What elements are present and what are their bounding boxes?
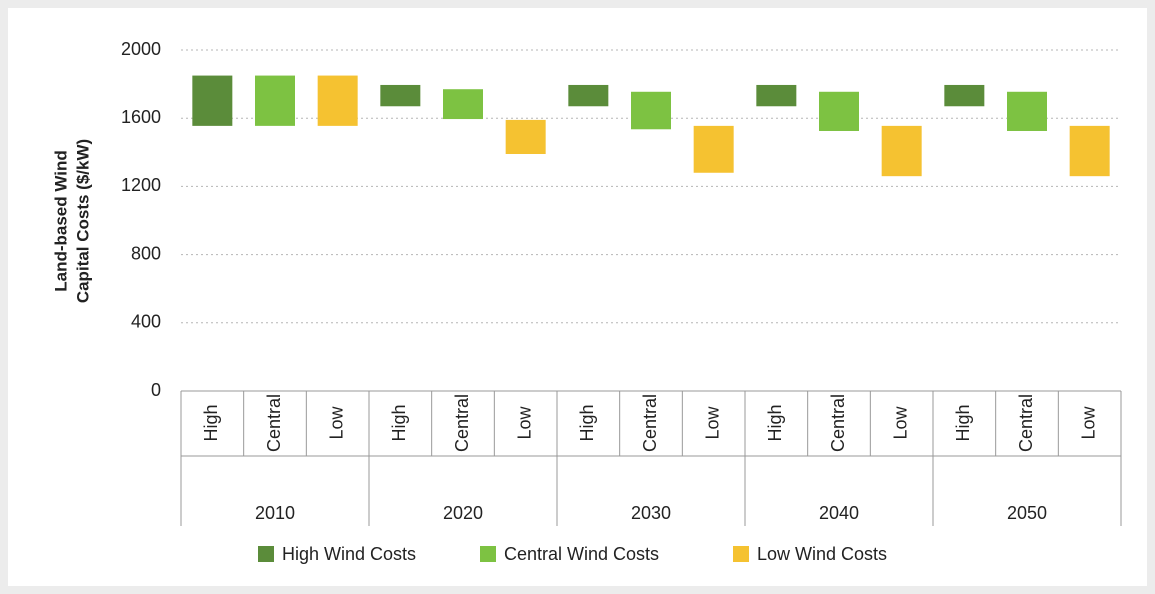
group-label: 2010 — [255, 503, 295, 523]
subcategory-label: Central — [640, 394, 660, 452]
range-bar — [1007, 91, 1047, 131]
subcategory-label: High — [765, 404, 785, 441]
group-label: 2030 — [631, 503, 671, 523]
group-label: 2040 — [819, 503, 859, 523]
legend-label: Central Wind Costs — [504, 544, 659, 564]
range-bar — [568, 84, 609, 107]
y-axis-title-line: Land-based Wind — [51, 150, 70, 292]
subcategory-label: High — [201, 404, 221, 441]
range-bar — [192, 75, 233, 126]
subcategory-label: High — [389, 404, 409, 441]
y-tick-label: 400 — [131, 312, 161, 332]
range-bar — [1069, 125, 1110, 177]
y-tick-label: 2000 — [121, 39, 161, 59]
range-bar — [380, 84, 421, 107]
subcategory-label: Low — [702, 405, 722, 439]
range-bar — [505, 119, 546, 155]
legend-swatch — [480, 546, 496, 562]
range-bar — [756, 84, 797, 107]
subcategory-label: Low — [514, 405, 534, 439]
y-axis-title: Land-based Wind Capital Costs ($/kW) — [51, 139, 92, 303]
y-tick-label: 1200 — [121, 175, 161, 195]
range-bar — [944, 84, 985, 107]
legend-swatch — [733, 546, 749, 562]
range-bar — [255, 75, 295, 126]
group-label: 2020 — [443, 503, 483, 523]
group-label: 2050 — [1007, 503, 1047, 523]
range-bar — [443, 89, 483, 120]
subcategory-label: Central — [828, 394, 848, 452]
range-bar — [693, 125, 734, 173]
legend-label: High Wind Costs — [282, 544, 416, 564]
subcategory-label: Low — [326, 405, 346, 439]
subcategory-label: Low — [890, 405, 910, 439]
range-bar — [881, 125, 922, 177]
subcategory-label: Central — [452, 394, 472, 452]
range-bar — [631, 91, 671, 130]
subcategory-label: Low — [1078, 405, 1098, 439]
subcategory-label: Central — [264, 394, 284, 452]
range-bar — [317, 75, 358, 126]
range-bar — [819, 91, 859, 131]
subcategory-label: High — [953, 404, 973, 441]
y-axis-title-line: Capital Costs ($/kW) — [73, 139, 92, 303]
y-tick-label: 1600 — [121, 107, 161, 127]
subcategory-label: Central — [1016, 394, 1036, 452]
legend-swatch — [258, 546, 274, 562]
y-tick-label: 0 — [151, 380, 161, 400]
y-tick-label: 800 — [131, 243, 161, 263]
subcategory-label: High — [577, 404, 597, 441]
legend-label: Low Wind Costs — [757, 544, 887, 564]
